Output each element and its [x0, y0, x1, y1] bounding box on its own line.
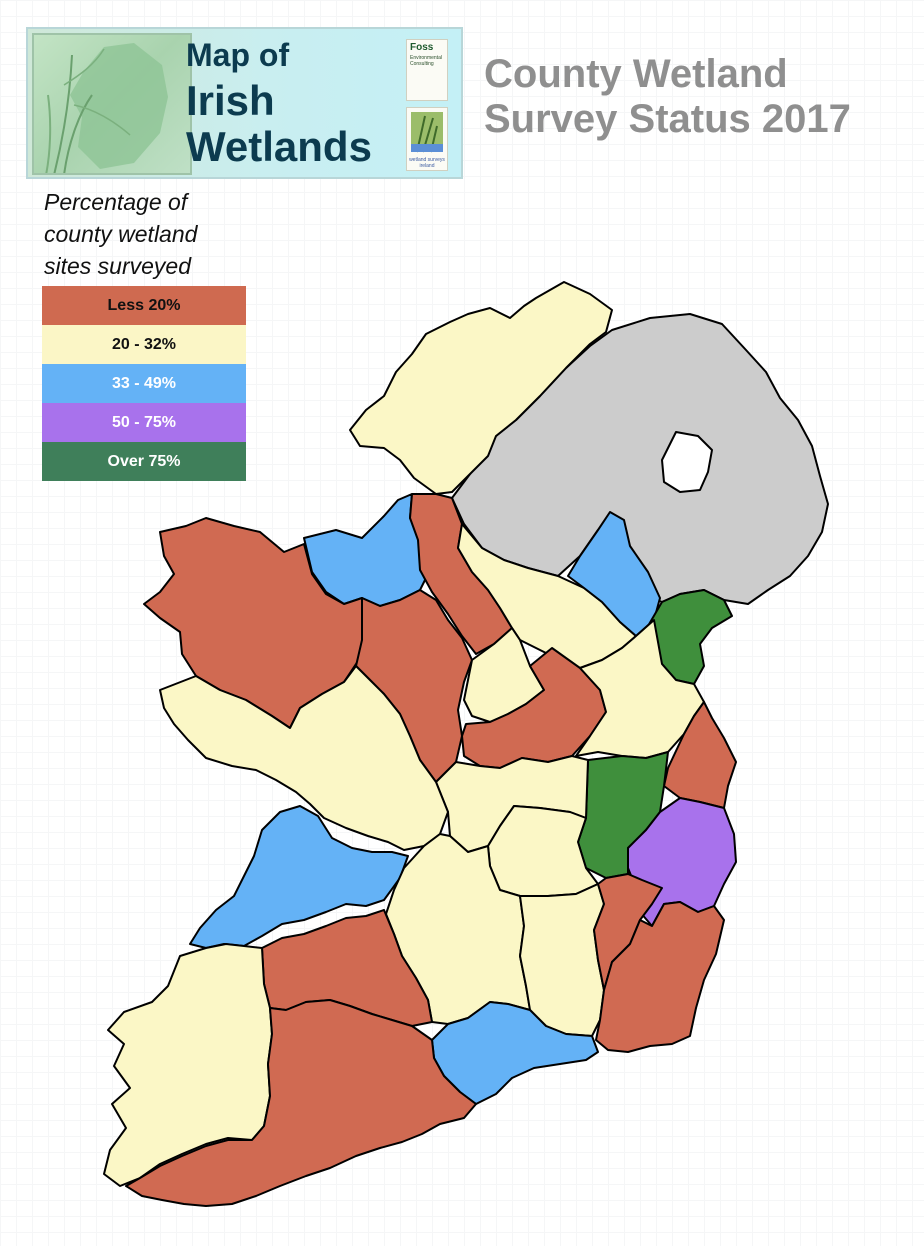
banner-title-line2: Irish: [186, 77, 275, 124]
region-kerry: [103, 943, 273, 1187]
foss-logo-text: Foss: [410, 42, 434, 53]
region-donegal: [349, 281, 613, 495]
banner-title-line3: Wetlands: [186, 123, 372, 170]
region-meath: [575, 619, 705, 759]
banner-title-line1: Map of: [186, 37, 290, 73]
wetland-photo: [32, 33, 192, 175]
legend-title-line3: sites surveyed: [44, 253, 192, 279]
legend-title: Percentage of county wetland sites surve…: [44, 186, 197, 282]
region-galway: [159, 665, 449, 851]
foss-logo: Foss Environmental Consulting: [406, 39, 448, 101]
ireland-silhouette-icon: [45, 43, 168, 173]
region-wexford: [595, 901, 725, 1053]
legend-title-line2: county wetland: [44, 221, 198, 247]
legend-item-50-75: 50 - 75%: [42, 403, 246, 442]
lough-neagh: [661, 431, 713, 493]
legend-item-33-49: 33 - 49%: [42, 364, 246, 403]
foss-logo-sub2: Consulting: [410, 61, 434, 67]
title-line1: County Wetland: [484, 52, 788, 96]
map-of-irish-wetlands-banner: Map of Irish Wetlands Foss Environmental…: [26, 27, 463, 179]
region-clare: [189, 805, 409, 949]
page-title: County Wetland Survey Status 2017: [484, 52, 851, 142]
legend-item-20-32: 20 - 32%: [42, 325, 246, 364]
wetland-plant-icon: [411, 112, 443, 153]
region-cork: [125, 999, 477, 1207]
legend-item-over-75: Over 75%: [42, 442, 246, 481]
map-legend: Less 20% 20 - 32% 33 - 49% 50 - 75% Over…: [42, 286, 246, 481]
wetland-surveys-logo: wetland surveys ireland: [406, 107, 448, 171]
legend-title-line1: Percentage of: [44, 189, 188, 215]
title-line2: Survey Status 2017: [484, 97, 851, 141]
region-laois: [487, 805, 599, 897]
wetland-surveys-caption: wetland surveys ireland: [409, 157, 445, 169]
legend-item-less-20: Less 20%: [42, 286, 246, 325]
foss-logo-sub1: Environmental: [410, 55, 442, 61]
